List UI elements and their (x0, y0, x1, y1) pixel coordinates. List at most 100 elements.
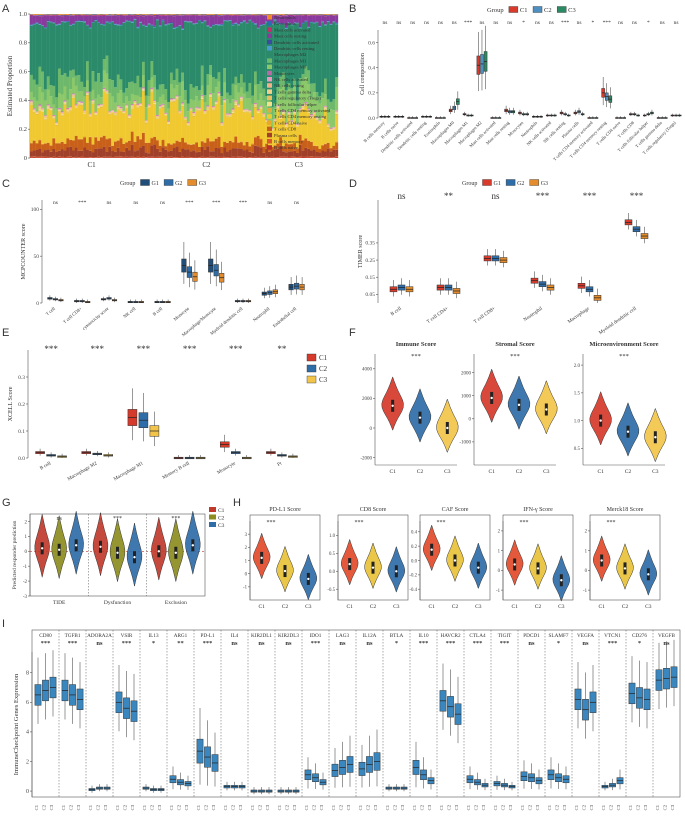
a-bar-segment (128, 20, 131, 22)
a-bar-segment (167, 156, 171, 158)
a-bar-segment (158, 104, 162, 106)
a-bar-segment (164, 25, 168, 90)
b-y-label: Cell composition (360, 53, 366, 95)
a-bar-segment (161, 104, 165, 106)
a-bar-segment (77, 20, 81, 22)
a-bar-segment (139, 15, 143, 16)
a-bar-segment (181, 102, 185, 104)
a-bar-segment (245, 156, 249, 158)
a-bar-segment (254, 106, 257, 108)
a-bar-segment (310, 116, 313, 118)
a-bar-segment (276, 15, 280, 23)
a-bar-segment (133, 101, 137, 103)
a-bar-segment (91, 89, 95, 100)
a-bar-segment (172, 27, 176, 28)
a-bar-segment (72, 94, 75, 95)
a-bar-segment (335, 77, 339, 88)
a-bar-segment (240, 98, 243, 100)
a-bar-segment (102, 25, 106, 60)
g-median-dot (191, 544, 195, 547)
a-bar-segment (69, 146, 73, 157)
a-bar-segment (217, 136, 221, 149)
a-bar-segment (72, 24, 75, 70)
c-x-label: T cell (45, 305, 57, 316)
a-bar-segment (100, 106, 103, 108)
g-legend-swatch (209, 514, 216, 520)
a-bar-segment (136, 136, 140, 151)
a-bar-segment (175, 95, 179, 97)
a-bar-segment (198, 109, 201, 111)
h-x-label: C3 (305, 604, 312, 610)
panel-label-c: C (2, 178, 10, 190)
a-bar-segment (156, 117, 159, 118)
a-bar-segment (307, 157, 311, 158)
i-x-label: C3 (292, 804, 297, 810)
a-bar-segment (52, 148, 56, 157)
a-bar-segment (88, 27, 92, 29)
a-bar-segment (158, 26, 162, 85)
a-bar-segment (130, 93, 134, 104)
a-bar-segment (220, 153, 224, 157)
a-bar-segment (226, 21, 229, 93)
h-y-tick-label: 0.4 (411, 531, 418, 536)
a-bar-segment (52, 118, 56, 120)
a-bar-segment (318, 96, 322, 104)
a-bar-segment (30, 143, 33, 152)
a-bar-segment (72, 140, 75, 151)
a-bar-segment (77, 102, 81, 104)
i-x-label: C2 (501, 804, 506, 810)
a-bar-segment (46, 89, 50, 105)
a-bar-segment (136, 14, 140, 15)
a-bar-segment (44, 15, 47, 28)
h-subplot-title: CD8 Score (360, 507, 387, 513)
a-bar-segment (69, 157, 73, 158)
a-bar-segment (38, 108, 42, 110)
a-bar-segment (38, 140, 42, 150)
a-bar-segment (270, 119, 274, 129)
a-bar-segment (156, 118, 159, 119)
a-bar-segment (226, 99, 229, 114)
a-bar-segment (125, 141, 129, 143)
a-bar-segment (245, 110, 249, 111)
a-bar-segment (296, 148, 299, 153)
a-bar-segment (66, 14, 70, 15)
a-bar-segment (212, 110, 215, 141)
a-bar-segment (220, 105, 224, 123)
a-bar-segment (74, 157, 78, 158)
a-bar-segment (147, 23, 151, 25)
a-bar-segment (304, 102, 308, 103)
a-bar-segment (326, 148, 330, 157)
a-bar-segment (55, 25, 59, 98)
a-bar-segment (133, 19, 137, 84)
a-bar-segment (324, 14, 327, 15)
a-bar-segment (66, 138, 70, 148)
a-bar-segment (234, 135, 238, 137)
a-bar-segment (91, 103, 95, 145)
a-bar-segment (175, 146, 179, 158)
a-bar-segment (206, 105, 210, 107)
a-bar-segment (178, 157, 182, 158)
a-bar-segment (290, 15, 294, 24)
a-bar-segment (326, 156, 330, 158)
a-legend-label: T cells follicular helper (274, 102, 317, 107)
a-bar-segment (44, 156, 47, 158)
a-bar-segment (206, 14, 210, 16)
a-bar-segment (234, 148, 238, 157)
a-bar-segment (326, 125, 330, 127)
a-bar-segment (228, 150, 232, 158)
a-bar-segment (293, 114, 297, 143)
a-bar-segment (265, 15, 269, 22)
a-bar-segment (220, 25, 224, 97)
a-y-tick-label: 0.4 (19, 97, 28, 104)
a-bar-segment (326, 20, 330, 22)
a-bar-segment (46, 108, 50, 143)
f-y-tick-label: -2000 (360, 456, 372, 461)
i-x-label: C3 (643, 804, 648, 810)
a-bar-segment (228, 15, 232, 21)
a-bar-segment (114, 115, 117, 142)
h-sig-label: *** (267, 520, 276, 526)
a-bar-segment (228, 113, 232, 115)
i-sig-label: *** (446, 640, 456, 647)
a-bar-segment (97, 15, 101, 17)
